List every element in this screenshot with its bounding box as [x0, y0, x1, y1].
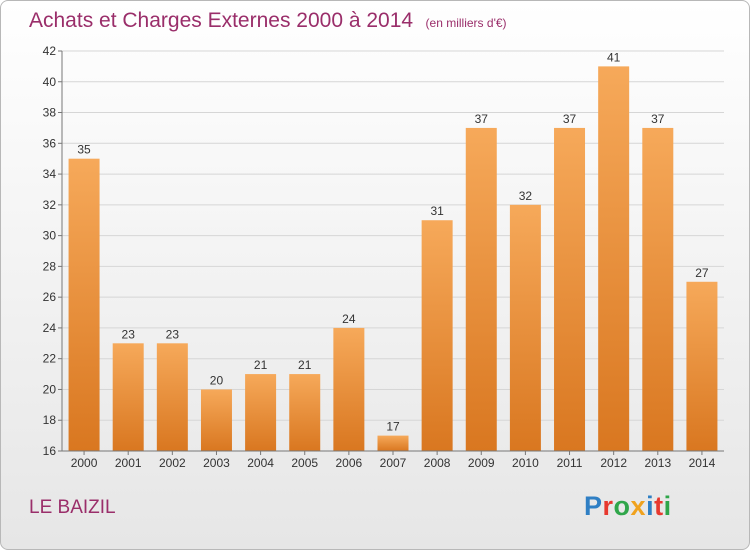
bar[interactable] [112, 343, 144, 451]
y-tick-label: 34 [43, 167, 57, 181]
bar-value-label: 37 [563, 112, 577, 126]
bar[interactable] [686, 281, 718, 451]
bars: 35 23 23 20 21 21 24 17 31 37 32 37 41 37 27 [68, 50, 718, 451]
bar-value-label: 41 [607, 50, 621, 64]
logo-letter: x [630, 491, 647, 521]
x-tick-label: 2002 [159, 456, 186, 470]
logo-letter: i [663, 491, 672, 521]
bar[interactable] [377, 435, 409, 451]
bar-value-label: 21 [254, 358, 268, 372]
x-tick-label: 2000 [71, 456, 98, 470]
bar[interactable] [421, 220, 453, 451]
bar[interactable] [200, 389, 232, 451]
proxiti-logo[interactable]: Proxiti [584, 491, 672, 522]
bar[interactable] [465, 127, 497, 451]
x-tick-label: 2004 [247, 456, 274, 470]
axes: 16 18 20 22 24 26 28 30 32 34 36 38 40 42 2000 2001 2002… [43, 44, 724, 470]
bar[interactable] [598, 66, 630, 451]
bar[interactable] [333, 327, 365, 451]
y-tick-label: 40 [43, 75, 57, 89]
x-tick-label: 2007 [380, 456, 407, 470]
x-tick-label: 2006 [336, 456, 363, 470]
chart-title: Achats et Charges Externes 2000 à 2014 [29, 9, 414, 32]
y-tick-label: 30 [43, 229, 57, 243]
x-tick-label: 2009 [468, 456, 495, 470]
bar[interactable] [289, 374, 321, 451]
y-tick-label: 38 [43, 106, 57, 120]
logo-letter: r [602, 491, 614, 521]
y-tick-label: 36 [43, 136, 57, 150]
bar-value-label: 35 [77, 143, 91, 157]
y-tick-label: 24 [43, 321, 57, 335]
x-tick-label: 2003 [203, 456, 230, 470]
x-tick-label: 2012 [600, 456, 627, 470]
bar-value-label: 23 [166, 327, 180, 341]
bar[interactable] [68, 158, 100, 451]
bar-value-label: 21 [298, 358, 312, 372]
x-tick-label: 2011 [557, 456, 583, 470]
x-tick-label: 2001 [115, 456, 142, 470]
y-tick-label: 42 [43, 44, 57, 58]
logo-letter: i [646, 491, 655, 521]
y-tick-label: 32 [43, 198, 57, 212]
y-tick-label: 16 [43, 444, 57, 458]
bar-value-label: 24 [342, 312, 356, 326]
x-tick-label: 2014 [689, 456, 716, 470]
bar[interactable] [156, 343, 188, 451]
y-tick-label: 20 [43, 382, 57, 396]
x-tick-label: 2008 [424, 456, 451, 470]
chart-subtitle: (en milliers d'€) [425, 16, 507, 30]
y-tick-label: 26 [43, 290, 57, 304]
x-tick-label: 2010 [512, 456, 539, 470]
bar-value-label: 20 [210, 373, 224, 387]
logo-letter: P [584, 491, 603, 521]
bar-value-label: 37 [651, 112, 665, 126]
y-tick-label: 22 [43, 352, 57, 366]
logo-letter: o [613, 491, 631, 521]
bar-value-label: 31 [430, 204, 444, 218]
bar[interactable] [642, 127, 674, 451]
logo-letter: t [654, 491, 664, 521]
bar-value-label: 27 [695, 266, 709, 280]
bar-value-label: 32 [519, 189, 533, 203]
place-name: LE BAIZIL [29, 497, 116, 518]
title-row: Achats et Charges Externes 2000 à 2014 (… [29, 9, 507, 33]
bar[interactable] [509, 204, 541, 451]
bar-value-label: 37 [475, 112, 489, 126]
bar-value-label: 17 [386, 420, 400, 434]
bar-value-label: 23 [122, 327, 136, 341]
bar[interactable] [554, 127, 586, 451]
bar[interactable] [245, 374, 277, 451]
x-tick-label: 2013 [644, 456, 671, 470]
x-tick-label: 2005 [291, 456, 318, 470]
y-tick-label: 18 [43, 413, 57, 427]
y-tick-label: 28 [43, 259, 57, 273]
